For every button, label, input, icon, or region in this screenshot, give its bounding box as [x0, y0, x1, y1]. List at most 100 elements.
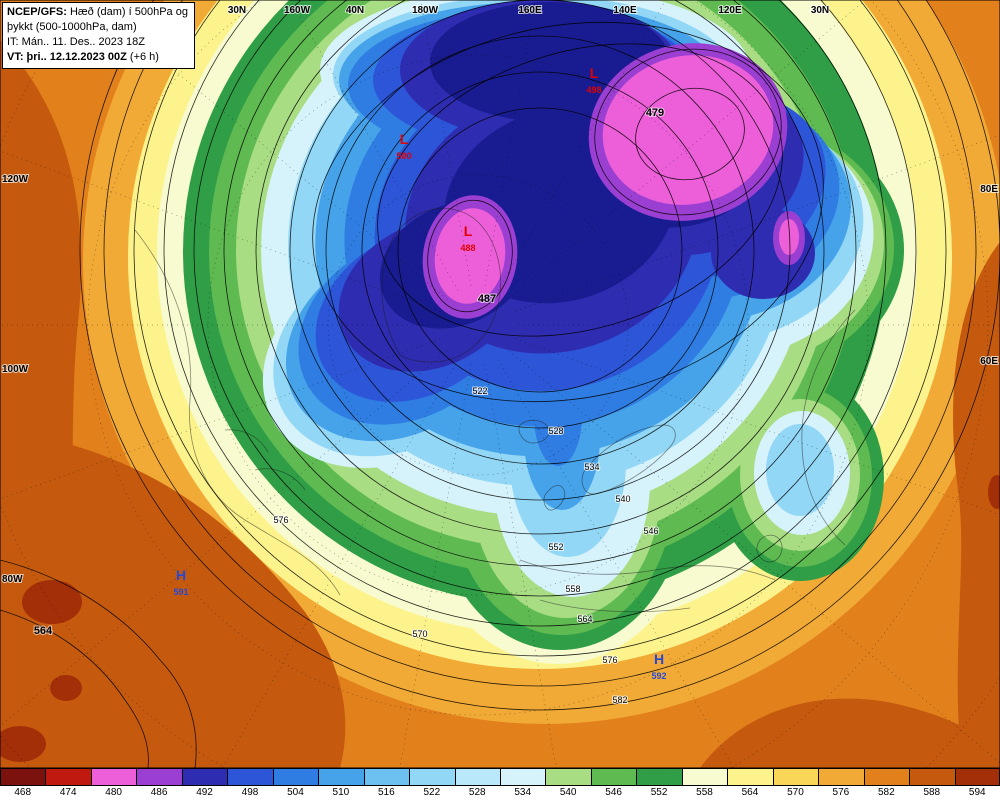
colorbar-value: 486: [136, 786, 182, 800]
colorbar-swatch: [954, 768, 1000, 786]
colorbar-cell: 582: [863, 768, 910, 800]
colorbar-cell: 552: [636, 768, 682, 800]
colorbar-swatch: [136, 768, 182, 786]
colorbar-swatch: [0, 768, 46, 786]
colorbar-value: 510: [318, 786, 364, 800]
map-shape: [22, 580, 82, 624]
contour-label: 534: [584, 462, 599, 472]
colorbar-value: 546: [590, 786, 637, 800]
map-shape: [988, 475, 1000, 509]
colorbar-value: 540: [545, 786, 591, 800]
colorbar-cell: 546: [590, 768, 637, 800]
colorbar-cell: 498: [227, 768, 273, 800]
colorbar-value: 534: [499, 786, 546, 800]
colorbar-swatch: [636, 768, 682, 786]
map-shape: [134, 229, 341, 596]
colorbar-value: 594: [954, 786, 1000, 800]
contour-label: 552: [548, 542, 563, 552]
edge-label-top: 30N: [228, 5, 246, 16]
colorbar-value: 468: [0, 786, 46, 800]
graticule: [0, 0, 1000, 768]
map-shape: [377, 43, 783, 337]
high-marker-value: 591: [173, 587, 188, 597]
title-line-1: NCEP/GFS: Hæð (dam) í 500hPa og: [7, 5, 188, 20]
colorbar-swatch: [90, 768, 137, 786]
model-name: NCEP/GFS:: [7, 6, 67, 18]
map-shape: [635, 87, 745, 181]
map-shape: [0, 40, 82, 712]
contour-label: 479: [646, 107, 664, 119]
colorbar-cell: 492: [181, 768, 228, 800]
contour-label: 528: [548, 426, 563, 436]
map-shape: [756, 534, 783, 563]
colorbar-cell: 468: [0, 768, 46, 800]
map-shape: [193, 0, 887, 597]
colorbar-value: 588: [909, 786, 955, 800]
colorbar-value: 474: [45, 786, 91, 800]
colorbar-cell: 480: [90, 768, 137, 800]
colorbar-swatch: [818, 768, 864, 786]
meridian-line: [399, 364, 472, 768]
colorbar-swatch: [681, 768, 728, 786]
map-shape: [289, 0, 791, 501]
meridian-line: [515, 134, 1000, 312]
height-contours: [0, 0, 1000, 768]
meridian-line: [0, 350, 448, 727]
colorbar-swatch: [363, 768, 410, 786]
colorbar-swatch: [727, 768, 773, 786]
map-shape: [255, 0, 825, 535]
colorbar-value: 552: [636, 786, 682, 800]
colorbar-cell: 522: [409, 768, 455, 800]
contour-label: 522: [472, 386, 487, 396]
edge-labels: 30N 160W 40N 180W 160E 140E 120E 30N 120W 100W 80W…: [1, 4, 999, 586]
colorbar-value: 492: [181, 786, 228, 800]
colorbar-cell: 594: [954, 768, 1000, 800]
colorbar-swatch: [45, 768, 91, 786]
meridian-line: [0, 150, 441, 312]
colorbar-cell: 528: [454, 768, 500, 800]
pressure-markers: L 498 L 500 L 488 H 591 H 592: [173, 65, 666, 681]
colorbar-swatch: [318, 768, 364, 786]
low-marker-value: 500: [396, 151, 411, 161]
low-marker-value: 488: [460, 243, 475, 253]
title-text-1: Hæð (dam) í 500hPa og: [66, 6, 188, 18]
colorbar-swatch: [227, 768, 273, 786]
map-shape: [534, 366, 582, 466]
valid-time-main: VT: þri.. 12.12.2023 00Z: [7, 51, 127, 63]
map-shape: [543, 485, 566, 511]
map-shape: [801, 309, 856, 546]
meridian-line: [515, 338, 1000, 516]
high-marker-symbol: H: [176, 567, 186, 583]
map-shape: [0, 559, 197, 768]
map-shape: [700, 698, 1000, 768]
edge-label-left: 80W: [2, 574, 23, 585]
colorbar-value: 582: [863, 786, 910, 800]
colorbar-value: 522: [409, 786, 455, 800]
colorbar-cell: 474: [45, 768, 91, 800]
valid-time-offset: (+6 h): [126, 51, 159, 63]
edge-label-right: 80E: [980, 184, 998, 195]
colorbar-value: 480: [90, 786, 137, 800]
meridian-line: [221, 359, 459, 768]
map-shape: [397, 107, 683, 393]
colorbar: 468 474 480 486 492 498 504 510 516 522 528 534 540 5…: [0, 768, 1000, 800]
colorbar-swatch: [272, 768, 319, 786]
colorbar-swatch: [499, 768, 546, 786]
edge-label-top: 160W: [284, 5, 311, 16]
map-shape: [602, 55, 774, 205]
edge-label-top: 180W: [412, 5, 439, 16]
colorbar-value: 576: [818, 786, 864, 800]
map-area: 479 487 564 522 528 534 540 546 552 558 564 570 576 5…: [0, 0, 1000, 768]
map-shape: [325, 35, 755, 465]
colorbar-cell: 564: [727, 768, 773, 800]
colorbar-cell: 504: [272, 768, 319, 800]
thickness-bands: [0, 0, 1000, 768]
map-shape: [953, 242, 1000, 768]
edge-label-left: 120W: [2, 174, 29, 185]
low-marker-symbol: L: [400, 131, 409, 147]
edge-label-top: 120E: [718, 5, 742, 16]
contour-label: 582: [612, 695, 627, 705]
map-shape: [133, 0, 947, 657]
map-shape: [79, 0, 1000, 711]
